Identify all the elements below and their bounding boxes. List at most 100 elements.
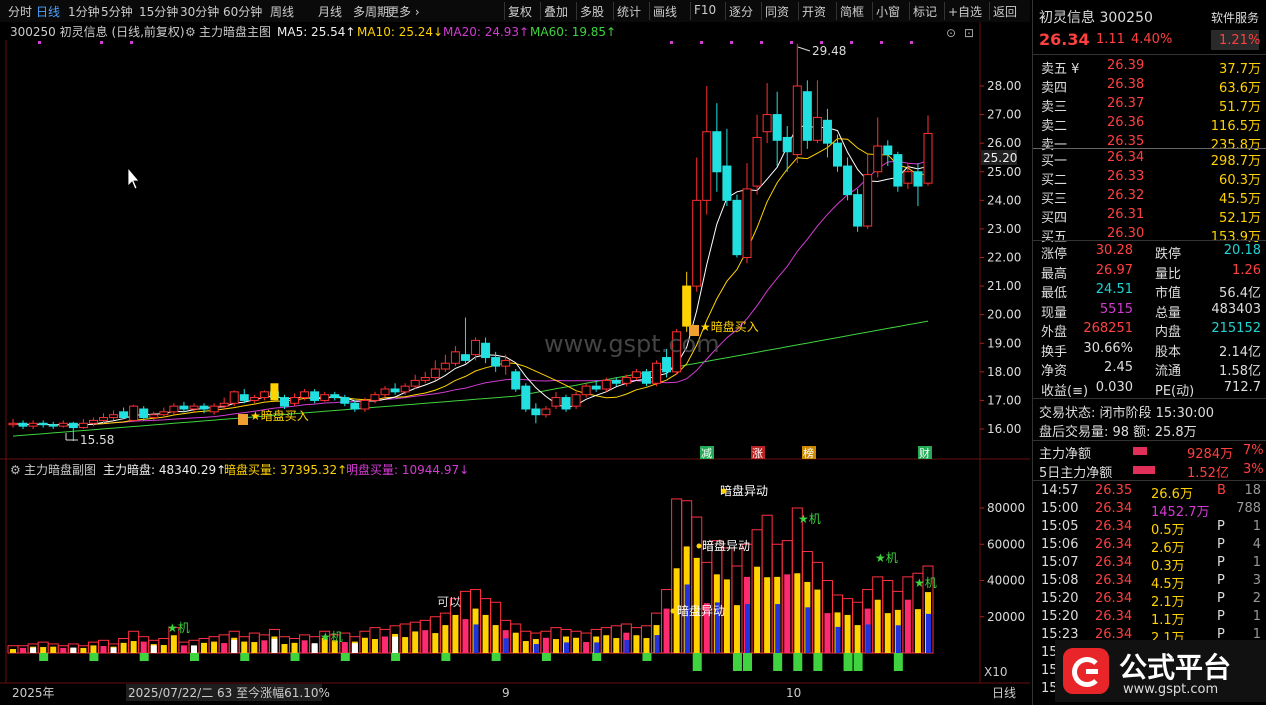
candle-body <box>652 362 662 384</box>
sub-bar-dark <box>663 608 670 653</box>
tab-9[interactable]: 多周期 <box>353 5 390 19</box>
ask-row[interactable]: 卖五 ¥ 26.39 37.7万 <box>1033 57 1266 77</box>
tab-8[interactable]: 月线 <box>318 5 343 19</box>
sub-bar-light <box>624 639 630 653</box>
toolbar-btn-6[interactable]: 逐分 <box>729 5 754 19</box>
gear-icon[interactable]: ⚙ <box>185 25 196 39</box>
toolbar-btn-1[interactable]: 叠加 <box>544 5 569 19</box>
candle-body <box>420 377 430 381</box>
ask-row[interactable]: 卖三 26.37 51.7万 <box>1033 95 1266 115</box>
sub-tick-label: 60000 <box>987 537 1025 551</box>
tick-vol: 2.6万 <box>1151 541 1185 556</box>
sub-bar-white <box>271 638 278 653</box>
sub-bar-dark <box>160 645 167 653</box>
sub-bar-dark <box>542 637 549 653</box>
tick-side: P <box>1217 555 1225 570</box>
candle-body <box>772 114 782 141</box>
tab-1[interactable]: 日线 <box>36 5 61 19</box>
toolbar-btn-13[interactable]: 返回 <box>993 5 1018 19</box>
sub-bar-light <box>594 642 600 653</box>
ask-label: 卖三 <box>1041 100 1068 115</box>
toolbar-btn-12[interactable]: +自选 <box>948 5 983 19</box>
tick-count: 1 <box>1252 519 1261 534</box>
ask-row[interactable]: 卖四 26.38 63.6万 <box>1033 76 1266 96</box>
bid-row[interactable]: 买三 26.32 45.5万 <box>1033 187 1266 207</box>
tick-row: 15 <box>1033 662 1266 681</box>
tab-0[interactable]: 分时 <box>8 5 33 19</box>
sub-bar-dark <box>583 642 590 653</box>
toolbar-btn-0[interactable]: 复权 <box>508 5 533 19</box>
tab-4[interactable]: 15分钟 <box>139 5 179 19</box>
sub-chart-header: ⚙ 主力暗盘副图 主力暗盘: 48340.29↑ 暗盘买量: 37395.32↑… <box>10 462 469 477</box>
bid-row[interactable]: 买一 26.34 298.7万 <box>1033 149 1266 169</box>
bid-row[interactable]: 买二 26.33 60.3万 <box>1033 168 1266 188</box>
stat-row: 净资 2.45 流通 1.58亿 <box>1033 359 1266 379</box>
marker-3[interactable]: 榜 <box>803 446 814 460</box>
candle-body <box>792 85 802 156</box>
price-axis: 28.00 27.00 26.00 25.00 24.00 23.00 22.00 21.00… <box>980 79 1021 436</box>
sub-gear-icon[interactable]: ⚙ <box>10 463 21 477</box>
toolbar-btn-7[interactable]: 同资 <box>765 5 790 19</box>
ask-row[interactable]: 卖一 26.35 235.8万 <box>1033 133 1266 153</box>
candle-body <box>199 405 209 410</box>
period-toolbar: 分时 日线 1分钟 5分钟 15分钟 30分钟 60分钟 周线 月线 多周期 更多 › 复权 叠加 多股统… <box>0 0 1030 23</box>
tick-time: 15:20 <box>1041 609 1079 624</box>
candle-body <box>712 131 722 173</box>
sub-bar-dark <box>633 635 640 653</box>
bid-row[interactable]: 买五 26.30 153.9万 <box>1033 225 1266 245</box>
sub-value: 主力暗盘: 48340.29↑ <box>103 462 226 477</box>
candle-body <box>350 402 360 410</box>
stat-value: 712.7 <box>1223 379 1261 395</box>
marker-1[interactable]: 减 <box>701 447 712 460</box>
sub-bar-light <box>684 584 690 653</box>
sub-title[interactable]: 主力暗盘副图 <box>24 462 96 477</box>
candle-body <box>440 362 450 370</box>
bid-row[interactable]: 买四 26.31 52.1万 <box>1033 206 1266 226</box>
candle-body <box>410 379 420 387</box>
toolbar-btn-2[interactable]: 多股 <box>580 5 605 19</box>
tick-price: 26.34 <box>1095 555 1133 570</box>
sector-label[interactable]: 软件服务 <box>1211 11 1260 25</box>
sub-bar-dark <box>904 599 911 653</box>
toolbar-btn-9[interactable]: 简框 <box>840 5 865 19</box>
sub-bar-negative <box>290 653 300 661</box>
abnormal-dot-1 <box>721 488 727 494</box>
toolbar-btn-5[interactable]: F10 <box>694 3 717 17</box>
bid-vol: 153.9万 <box>1210 230 1261 245</box>
stat-label: 总量 <box>1155 305 1182 321</box>
period-label[interactable]: 日线 <box>992 686 1016 700</box>
tab-10[interactable]: 更多 › <box>387 5 420 19</box>
indicator-name[interactable]: 主力暗盘主图 <box>199 24 271 39</box>
tick-row: 15:00 26.34 1452.7万 788 <box>1033 500 1266 520</box>
tab-2[interactable]: 1分钟 <box>68 5 100 19</box>
price-tick-label: 24.00 <box>987 193 1021 207</box>
chart-area[interactable]: 300250 初灵信息 (日线,前复权) ⚙ 主力暗盘主图 MA5: 25.54… <box>0 0 1030 705</box>
toolbar-btn-4[interactable]: 画线 <box>653 5 678 19</box>
toolbar-btn-3[interactable]: 统计 <box>617 5 642 19</box>
tick-time: 15:23 <box>1041 627 1079 642</box>
stat-row: 最低 24.51 市值 56.4亿 <box>1033 281 1266 301</box>
tab-5[interactable]: 30分钟 <box>180 5 220 19</box>
toolbar-btn-8[interactable]: 开资 <box>802 5 827 19</box>
ask-row[interactable]: 卖二 26.36 116.5万 <box>1033 114 1266 134</box>
stat-value: 30.28 <box>1095 243 1133 258</box>
maximize-icon[interactable]: ⊡ <box>964 26 974 40</box>
marker-2[interactable]: 涨 <box>752 447 763 460</box>
toolbar-sep <box>761 2 762 20</box>
price-tick-label: 22.00 <box>987 251 1021 265</box>
sub-bar-dark <box>764 577 771 653</box>
sub-tick-label: 20000 <box>987 610 1025 624</box>
marker-4[interactable]: 财 <box>919 446 930 460</box>
candle-body <box>571 394 581 407</box>
restore-icon[interactable]: ⊙ <box>946 26 956 40</box>
tab-3[interactable]: 5分钟 <box>101 5 133 19</box>
toolbar-btn-10[interactable]: 小窗 <box>876 5 901 19</box>
tab-6[interactable]: 60分钟 <box>223 5 263 19</box>
tab-7[interactable]: 周线 <box>270 5 295 19</box>
stat-row: 外盘 268251 内盘 215152 <box>1033 320 1266 340</box>
toolbar-btn-11[interactable]: 标记 <box>913 5 938 19</box>
sub-bar-white <box>311 643 318 653</box>
candle-body <box>531 408 541 416</box>
toolbar-sep <box>504 2 505 20</box>
stat-value: 5515 <box>1099 301 1133 317</box>
